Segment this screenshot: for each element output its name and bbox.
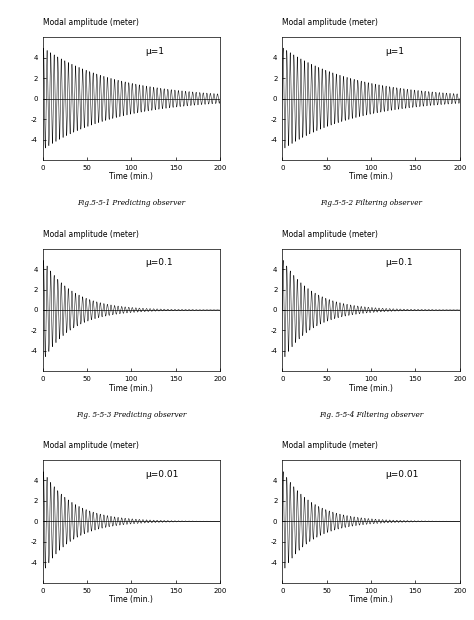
Text: Fig.5-5-2 Filtering observer: Fig.5-5-2 Filtering observer <box>320 200 422 208</box>
Text: μ=0.1: μ=0.1 <box>146 259 173 267</box>
X-axis label: Time (min.): Time (min.) <box>109 172 154 181</box>
Text: μ=1: μ=1 <box>385 47 404 56</box>
X-axis label: Time (min.): Time (min.) <box>349 172 393 181</box>
Text: μ=1: μ=1 <box>146 47 164 56</box>
X-axis label: Time (min.): Time (min.) <box>109 384 154 392</box>
X-axis label: Time (min.): Time (min.) <box>109 595 154 604</box>
Text: μ=0.01: μ=0.01 <box>385 470 419 479</box>
Text: μ=0.01: μ=0.01 <box>146 470 179 479</box>
Text: Fig.5-5-1 Predicting observer: Fig.5-5-1 Predicting observer <box>77 200 185 208</box>
Text: Fig. 5-5-3 Predicting observer: Fig. 5-5-3 Predicting observer <box>76 411 187 418</box>
Text: Modal amplitude (meter): Modal amplitude (meter) <box>43 441 138 450</box>
Text: Modal amplitude (meter): Modal amplitude (meter) <box>43 230 138 239</box>
X-axis label: Time (min.): Time (min.) <box>349 384 393 392</box>
Text: Fig. 5-5-4 Filtering observer: Fig. 5-5-4 Filtering observer <box>319 411 423 418</box>
Text: Modal amplitude (meter): Modal amplitude (meter) <box>43 19 138 27</box>
Text: Modal amplitude (meter): Modal amplitude (meter) <box>283 19 378 27</box>
Text: Modal amplitude (meter): Modal amplitude (meter) <box>283 230 378 239</box>
Text: μ=0.1: μ=0.1 <box>385 259 413 267</box>
X-axis label: Time (min.): Time (min.) <box>349 595 393 604</box>
Text: Modal amplitude (meter): Modal amplitude (meter) <box>283 441 378 450</box>
